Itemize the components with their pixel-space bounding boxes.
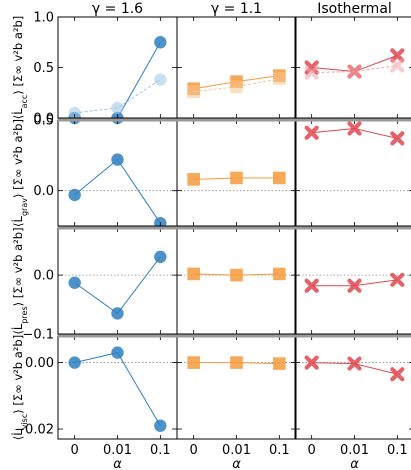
x-tick-label: 0.1	[387, 443, 408, 458]
series-line	[74, 256, 161, 315]
series-line	[74, 158, 161, 224]
data-point	[187, 356, 200, 369]
data-point	[111, 307, 124, 320]
y-tick-label: 0.5	[33, 61, 54, 76]
x-tick-label: 0	[190, 443, 198, 458]
y-axis-label: ⟨L̇acc⟩ [Σ∞ v²b a²b]	[11, 16, 29, 120]
y-tick-label: 0.0	[33, 112, 54, 127]
data-point	[187, 267, 200, 281]
data-point	[390, 48, 405, 63]
data-point	[304, 65, 319, 80]
data-point	[347, 356, 362, 371]
y-axis-label: ⟨L̇grav⟩ [Σ∞ v²b a²b]	[11, 119, 29, 227]
data-point	[154, 73, 167, 86]
data-point	[304, 355, 319, 370]
x-axis-label: α	[113, 457, 122, 470]
data-point	[390, 131, 405, 146]
y-tick-label: −0.02	[14, 423, 54, 438]
data-point	[154, 250, 167, 264]
series-line	[74, 352, 161, 426]
data-point	[273, 267, 286, 281]
x-axis-label: α	[232, 457, 241, 470]
data-point	[390, 272, 405, 287]
data-point	[230, 268, 243, 282]
column-title: Isothermal	[317, 1, 392, 17]
x-tick-label: 0.01	[103, 443, 132, 458]
data-point	[187, 173, 200, 186]
y-tick-label: 0.0	[33, 269, 54, 284]
x-tick-label: 0	[71, 443, 79, 458]
data-point	[230, 80, 243, 93]
data-point	[347, 278, 362, 293]
data-point	[304, 125, 319, 140]
data-point	[230, 356, 243, 369]
x-tick-label: 0.1	[269, 443, 290, 458]
data-point	[187, 85, 200, 99]
panel-frame	[176, 335, 297, 440]
data-point	[230, 171, 243, 185]
y-tick-label: 0.5	[33, 114, 54, 129]
column-title: γ = 1.6	[92, 1, 143, 17]
x-tick-label: 0.1	[150, 443, 171, 458]
data-point	[68, 106, 81, 120]
data-point	[390, 58, 405, 73]
series-line	[193, 78, 280, 93]
column-title: γ = 1.1	[211, 1, 262, 17]
data-point	[111, 346, 124, 359]
data-point	[154, 36, 167, 49]
series-line	[74, 79, 161, 114]
y-tick-label: 1.0	[33, 11, 54, 26]
x-axis-label: α	[350, 457, 359, 470]
data-point	[390, 367, 405, 382]
y-tick-label: 0.0	[33, 184, 54, 199]
data-point	[154, 419, 167, 432]
data-point	[273, 357, 286, 370]
y-axis-label: ⟨L̇pres⟩ [Σ∞ v²b a²b]	[11, 227, 29, 334]
data-point	[304, 278, 319, 293]
data-point	[347, 121, 362, 136]
data-point	[273, 72, 286, 85]
data-point	[111, 101, 124, 115]
x-tick-label: 0	[308, 443, 316, 458]
y-tick-label: 0.00	[25, 356, 54, 371]
data-point	[68, 356, 81, 369]
y-axis-label: ⟨L̇visc⟩ [Σ∞ v²b a²b]	[11, 335, 29, 440]
x-tick-label: 0.01	[340, 443, 369, 458]
data-point	[273, 171, 286, 185]
data-point	[347, 64, 362, 79]
panel-frame	[57, 119, 178, 227]
x-tick-label: 0.01	[222, 443, 251, 458]
data-point	[68, 188, 81, 202]
data-point	[68, 276, 81, 289]
data-point	[111, 153, 124, 166]
panel-frame	[176, 16, 297, 119]
panel-frame	[294, 335, 411, 440]
y-tick-label: −0.1	[22, 328, 54, 343]
